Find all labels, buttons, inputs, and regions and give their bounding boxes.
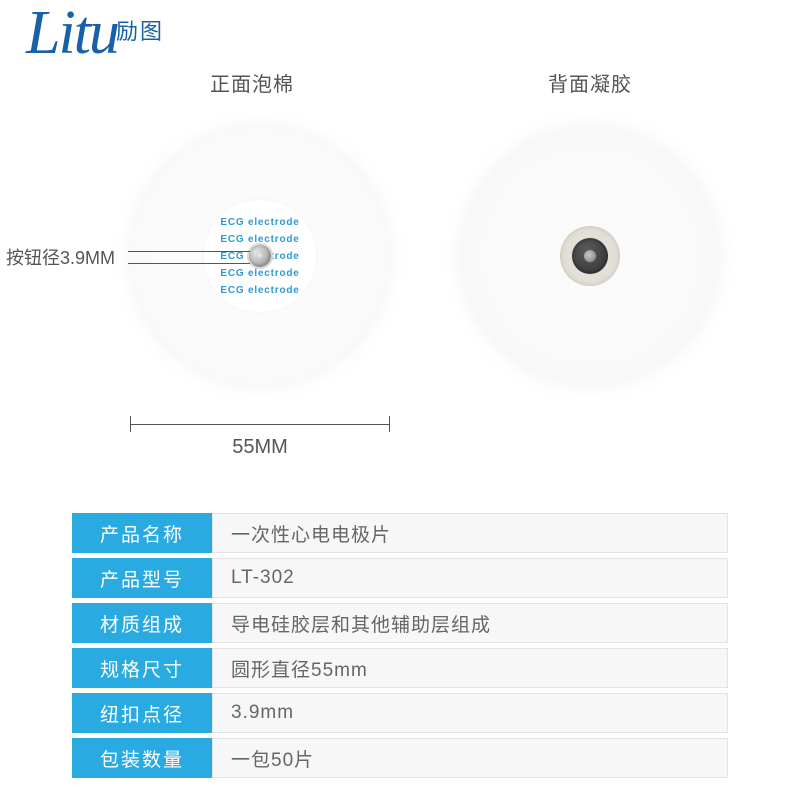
table-row: 规格尺寸圆形直径55mm (72, 648, 728, 688)
table-row: 产品名称一次性心电电极片 (72, 513, 728, 553)
ecg-text-row: ECG electrode (220, 217, 299, 228)
spec-value: 一次性心电电极片 (212, 513, 728, 553)
logo-cn: 励图 (116, 14, 164, 46)
spec-value: 圆形直径55mm (212, 648, 728, 688)
front-view-title: 正面泡棉 (210, 68, 294, 97)
dim-label: 55MM (130, 436, 390, 459)
table-row: 材质组成导电硅胶层和其他辅助层组成 (72, 603, 728, 643)
brand-logo: Litu 励图 (26, 6, 164, 62)
spec-key: 产品型号 (72, 558, 212, 598)
logo-script: Litu (26, 6, 118, 62)
front-snap-button (247, 243, 273, 269)
spec-table-body: 产品名称一次性心电电极片产品型号LT-302材质组成导电硅胶层和其他辅助层组成规… (72, 513, 728, 778)
spec-value: 导电硅胶层和其他辅助层组成 (212, 603, 728, 643)
ecg-text-row: ECG electrode (220, 268, 299, 279)
product-diagram: 正面泡棉 背面凝胶 ECG electrode ECG electrode EC… (0, 68, 800, 440)
dim-line (130, 424, 390, 425)
callout-leader-line (128, 263, 250, 264)
table-row: 包装数量一包50片 (72, 738, 728, 778)
snap-diameter-callout: 按钮径3.9MM (6, 244, 115, 270)
electrode-back (460, 126, 720, 386)
spec-key: 纽扣点径 (72, 693, 212, 733)
table-row: 纽扣点径3.9mm (72, 693, 728, 733)
spec-value: 一包50片 (212, 738, 728, 778)
spec-key: 规格尺寸 (72, 648, 212, 688)
back-view-title: 背面凝胶 (548, 68, 632, 97)
spec-table: 产品名称一次性心电电极片产品型号LT-302材质组成导电硅胶层和其他辅助层组成规… (72, 508, 728, 783)
spec-key: 产品名称 (72, 513, 212, 553)
spec-value: LT-302 (212, 558, 728, 598)
spec-key: 材质组成 (72, 603, 212, 643)
back-snap-pin (583, 249, 597, 263)
spec-value: 3.9mm (212, 693, 728, 733)
table-row: 产品型号LT-302 (72, 558, 728, 598)
ecg-text-row: ECG electrode (220, 285, 299, 296)
callout-leader-line (128, 251, 250, 252)
electrode-front: ECG electrode ECG electrode ECG electrod… (130, 126, 390, 386)
spec-key: 包装数量 (72, 738, 212, 778)
